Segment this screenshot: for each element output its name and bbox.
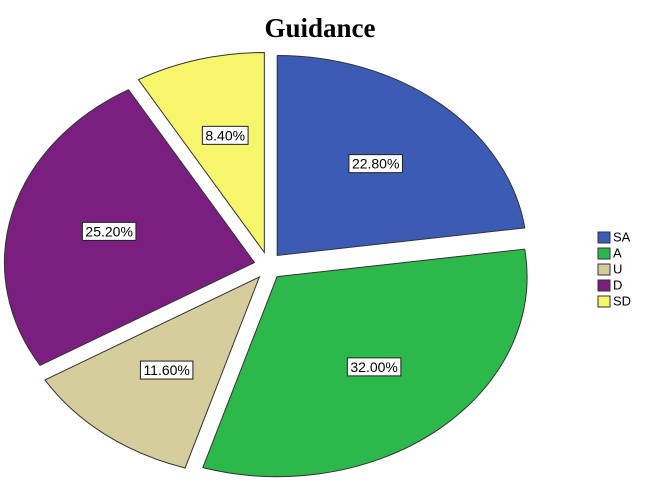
- data-label: 25.20%: [81, 221, 137, 241]
- legend-swatch: [597, 231, 611, 244]
- label-box: [201, 125, 249, 145]
- legend-label: SD: [613, 293, 631, 308]
- legend-swatch: [597, 295, 611, 308]
- chart-title: Guidance: [264, 13, 375, 43]
- data-label: 32.00%: [346, 357, 402, 377]
- legend-label: D: [613, 277, 622, 292]
- legend-swatch: [597, 279, 611, 292]
- label-box: [81, 221, 137, 241]
- legend-swatch: [597, 247, 611, 260]
- pie-slice: [137, 51, 265, 255]
- data-label-text: 8.40%: [205, 127, 245, 143]
- data-label-text: 22.80%: [352, 156, 399, 172]
- data-label-text: 11.60%: [143, 362, 189, 378]
- label-box: [139, 360, 194, 380]
- legend-label: U: [613, 261, 622, 276]
- legend-swatch: [597, 263, 611, 276]
- label-box: [348, 154, 403, 174]
- data-label-text: 32.00%: [350, 359, 397, 375]
- label-box: [346, 357, 402, 377]
- data-label: 22.80%: [348, 154, 403, 174]
- data-label: 8.40%: [201, 125, 249, 145]
- data-label: 11.60%: [139, 360, 194, 380]
- data-label-text: 25.20%: [85, 223, 132, 239]
- legend-label: A: [613, 245, 622, 260]
- legend-label: SA: [613, 229, 631, 244]
